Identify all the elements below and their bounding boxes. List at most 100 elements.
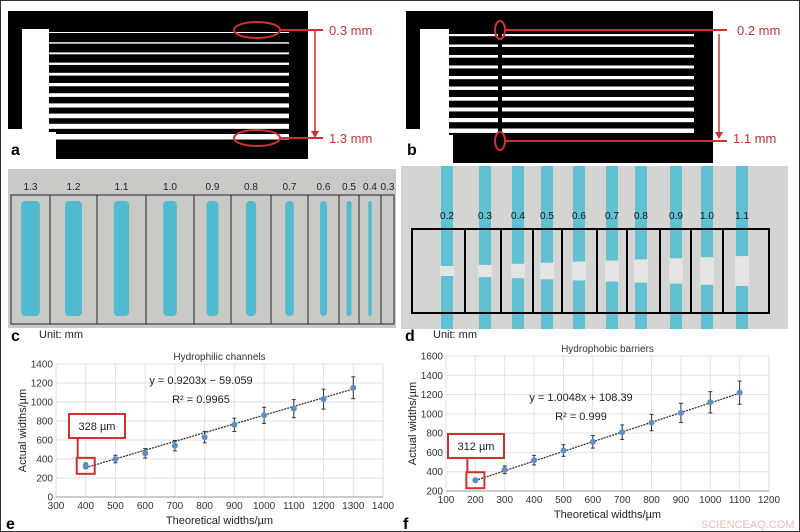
data-point bbox=[261, 412, 268, 419]
channel-stripe bbox=[49, 72, 289, 76]
data-point bbox=[501, 466, 508, 473]
x-tick-label: 200 bbox=[467, 495, 484, 506]
channel-stripe bbox=[49, 93, 289, 97]
r-squared: R² = 0.999 bbox=[555, 411, 607, 423]
x-tick-label: 100 bbox=[438, 495, 455, 506]
channel-stripe bbox=[49, 113, 289, 119]
y-tick-label: 800 bbox=[426, 429, 443, 440]
barrier-gap bbox=[669, 258, 683, 284]
barrier-gap bbox=[572, 261, 586, 281]
watermark: SCIENCEAQ.COM bbox=[701, 519, 795, 531]
width-label: 0.3 bbox=[381, 182, 395, 193]
data-point bbox=[472, 477, 479, 484]
width-label: 1.0 bbox=[163, 182, 177, 193]
channel-stripe bbox=[449, 76, 694, 80]
channel-stripe bbox=[449, 55, 694, 58]
y-tick-label: 1000 bbox=[421, 409, 444, 420]
dye-stripe bbox=[441, 166, 453, 329]
dye-channel bbox=[113, 201, 130, 316]
data-point bbox=[707, 399, 714, 406]
data-point bbox=[677, 409, 684, 416]
channel-stripe bbox=[449, 118, 694, 123]
data-point bbox=[201, 434, 208, 441]
width-label: 1.0 bbox=[700, 211, 714, 222]
channel-stripe bbox=[449, 44, 694, 47]
x-tick-label: 400 bbox=[77, 501, 94, 512]
panel-label: b bbox=[407, 142, 417, 159]
width-label: 0.4 bbox=[511, 211, 525, 222]
channel-stripe bbox=[449, 34, 694, 37]
channel-stripe bbox=[49, 123, 289, 129]
y-tick-label: 400 bbox=[426, 467, 443, 478]
panel-label: c bbox=[11, 328, 20, 345]
barrier-gap bbox=[511, 263, 525, 279]
barrier-gap bbox=[634, 259, 648, 283]
dye-channel bbox=[346, 201, 352, 316]
trendline bbox=[85, 388, 354, 469]
trendline-equation: y = 1.0048x + 108.39 bbox=[529, 392, 632, 404]
data-point bbox=[619, 429, 626, 436]
barrier-gap bbox=[540, 262, 554, 280]
data-point bbox=[231, 421, 238, 428]
y-axis-label: Actual widths/µm bbox=[407, 382, 419, 465]
y-tick-label: 200 bbox=[426, 487, 443, 498]
data-point bbox=[320, 396, 327, 403]
dye-stripe bbox=[635, 166, 647, 329]
y-tick-label: 1400 bbox=[31, 360, 54, 371]
x-tick-label: 1100 bbox=[283, 501, 305, 512]
callout-text: 312 µm bbox=[458, 441, 495, 453]
y-tick-label: 1200 bbox=[31, 379, 54, 390]
annotation-top: 0.3 mm bbox=[329, 23, 372, 38]
width-label: 0.8 bbox=[244, 182, 258, 193]
x-tick-label: 300 bbox=[48, 501, 65, 512]
channel-stripe bbox=[449, 86, 694, 90]
dye-channel bbox=[65, 201, 82, 316]
x-tick-label: 1000 bbox=[253, 501, 276, 512]
channel-stripe bbox=[49, 134, 289, 140]
width-label: 0.6 bbox=[572, 211, 586, 222]
y-tick-label: 1400 bbox=[421, 371, 444, 382]
annotation-bottom: 1.3 mm bbox=[329, 131, 372, 146]
r-squared: R² = 0.9965 bbox=[172, 394, 230, 406]
y-tick-label: 200 bbox=[36, 474, 53, 485]
panel-c: 1.3 1.2 1.1 1.0 0.9 0.8 0.7 0.6 0.5 0.4 0.3 c Unit… bbox=[8, 169, 396, 345]
data-point bbox=[290, 405, 297, 412]
channel-stripe bbox=[49, 32, 289, 33]
x-tick-label: 1200 bbox=[312, 501, 335, 512]
channel-stripe bbox=[49, 83, 289, 87]
x-tick-label: 900 bbox=[226, 501, 243, 512]
chart-hydrophilic-channels: 300 400 500 600 700 800 900 1000 1100 1200 1300 140… bbox=[17, 352, 395, 527]
callout-box bbox=[68, 413, 126, 439]
y-tick-label: 0 bbox=[47, 493, 53, 504]
chart-title: Hydrophilic channels bbox=[173, 352, 265, 363]
dye-stripe bbox=[670, 166, 682, 329]
width-label: 0.7 bbox=[283, 182, 297, 193]
y-tick-label: 600 bbox=[36, 436, 53, 447]
dye-stripe bbox=[479, 166, 491, 329]
barrier-gap bbox=[440, 266, 454, 276]
width-label: 1.1 bbox=[735, 211, 749, 222]
x-tick-label: 600 bbox=[137, 501, 154, 512]
x-tick-label: 500 bbox=[555, 495, 572, 506]
x-tick-label: 1300 bbox=[342, 501, 365, 512]
x-axis-label: Theoretical widths/µm bbox=[554, 509, 661, 521]
width-label: 0.3 bbox=[478, 211, 492, 222]
dye-stripe bbox=[512, 166, 524, 329]
x-tick-label: 800 bbox=[643, 495, 660, 506]
x-tick-label: 300 bbox=[496, 495, 513, 506]
width-label: 0.4 bbox=[363, 182, 377, 193]
y-tick-label: 600 bbox=[426, 448, 443, 459]
data-point bbox=[112, 456, 119, 462]
annotation-bottom: 1.1 mm bbox=[733, 131, 776, 146]
channel-stripe bbox=[449, 107, 694, 112]
dye-stripe bbox=[701, 166, 713, 329]
panel-label: e bbox=[6, 516, 15, 532]
data-point bbox=[350, 384, 357, 391]
y-tick-label: 400 bbox=[36, 455, 53, 466]
dye-channel bbox=[21, 201, 40, 316]
barrier-gap bbox=[700, 257, 714, 285]
dye-stripe bbox=[736, 166, 748, 329]
unit-label: Unit: mm bbox=[433, 329, 477, 341]
